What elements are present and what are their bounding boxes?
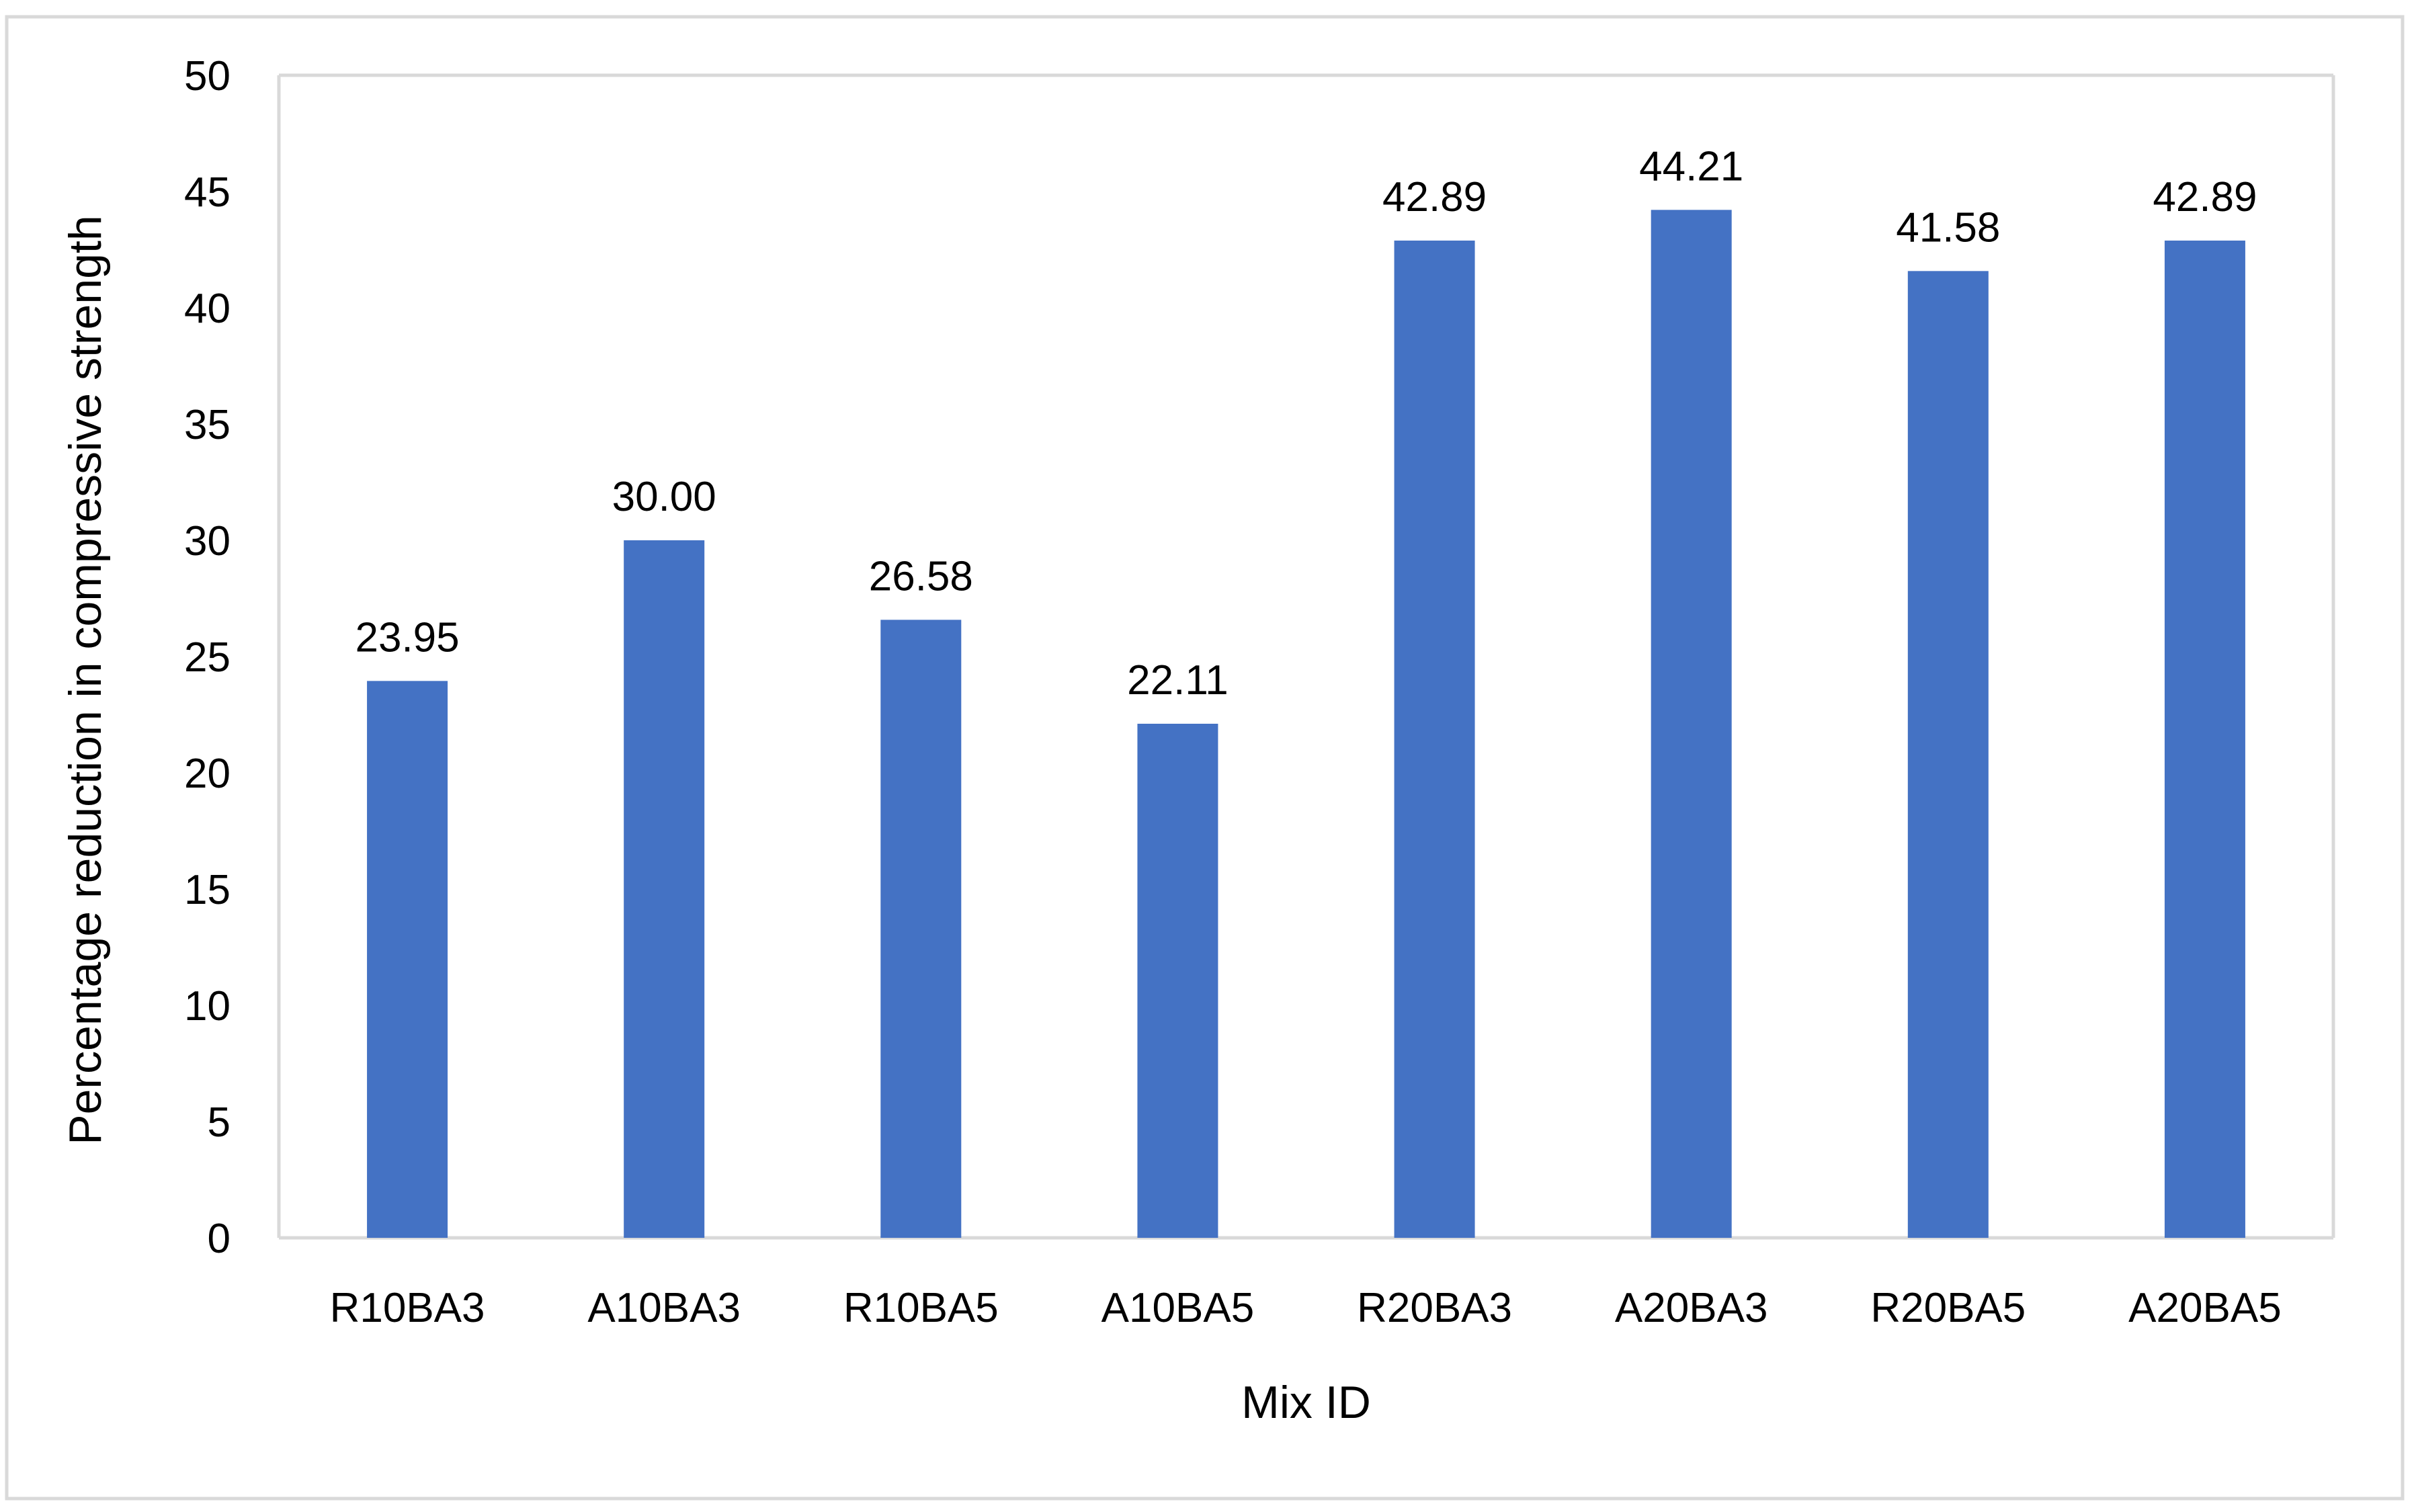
category-label-r20ba3: R20BA3 <box>1357 1285 1512 1331</box>
data-labels: 23.95 30.00 26.58 22.11 42.89 44.21 41.58 42.89 <box>355 143 2257 704</box>
data-label-r20ba5: 41.58 <box>1896 204 2000 251</box>
y-tick-label: 10 <box>184 983 231 1030</box>
bar-r10ba3 <box>367 681 448 1238</box>
x-axis-title: Mix ID <box>1241 1377 1371 1428</box>
y-tick-label: 5 <box>208 1099 231 1146</box>
y-tick-label: 35 <box>184 402 231 448</box>
bars <box>367 210 2245 1238</box>
y-tick-label: 25 <box>184 634 231 681</box>
bar-a10ba5 <box>1137 723 1218 1238</box>
data-label-a10ba3: 30.00 <box>612 474 716 520</box>
bar-r20ba3 <box>1394 241 1475 1238</box>
data-label-r20ba3: 42.89 <box>1382 174 1487 220</box>
bar-r20ba5 <box>1907 271 1989 1238</box>
y-tick-label: 0 <box>208 1216 231 1262</box>
y-tick-label: 20 <box>184 751 231 797</box>
bar-a20ba5 <box>2164 241 2245 1238</box>
bar-r10ba5 <box>880 620 962 1238</box>
category-label-r10ba3: R10BA3 <box>330 1285 485 1331</box>
y-axis-ticks: 0 5 10 15 20 25 30 35 40 45 50 <box>184 53 231 1262</box>
data-label-a10ba5: 22.11 <box>1127 657 1229 704</box>
y-tick-label: 30 <box>184 518 231 564</box>
x-axis-categories: R10BA3 A10BA3 R10BA5 A10BA5 R20BA3 A20BA3 R20B… <box>330 1285 2282 1331</box>
data-label-r10ba5: 26.58 <box>869 553 973 599</box>
category-label-a10ba3: A10BA3 <box>587 1285 741 1331</box>
bar-a10ba3 <box>624 540 705 1238</box>
data-label-r10ba3: 23.95 <box>355 614 459 661</box>
y-tick-label: 15 <box>184 867 231 913</box>
data-label-a20ba5: 42.89 <box>2153 174 2257 220</box>
category-label-r20ba5: R20BA5 <box>1870 1285 2026 1331</box>
y-tick-label: 40 <box>184 286 231 332</box>
category-label-a10ba5: A10BA5 <box>1101 1285 1255 1331</box>
y-tick-label: 50 <box>184 53 231 99</box>
category-label-a20ba3: A20BA3 <box>1615 1285 1768 1331</box>
plot-area <box>277 73 2335 1240</box>
category-label-r10ba5: R10BA5 <box>843 1285 999 1331</box>
y-tick-label: 45 <box>184 169 231 216</box>
data-label-a20ba3: 44.21 <box>1639 143 1743 190</box>
category-label-a20ba5: A20BA5 <box>2128 1285 2282 1331</box>
bar-a20ba3 <box>1651 210 1732 1238</box>
y-axis-title: Percentage reduction in compressive stre… <box>60 215 111 1144</box>
